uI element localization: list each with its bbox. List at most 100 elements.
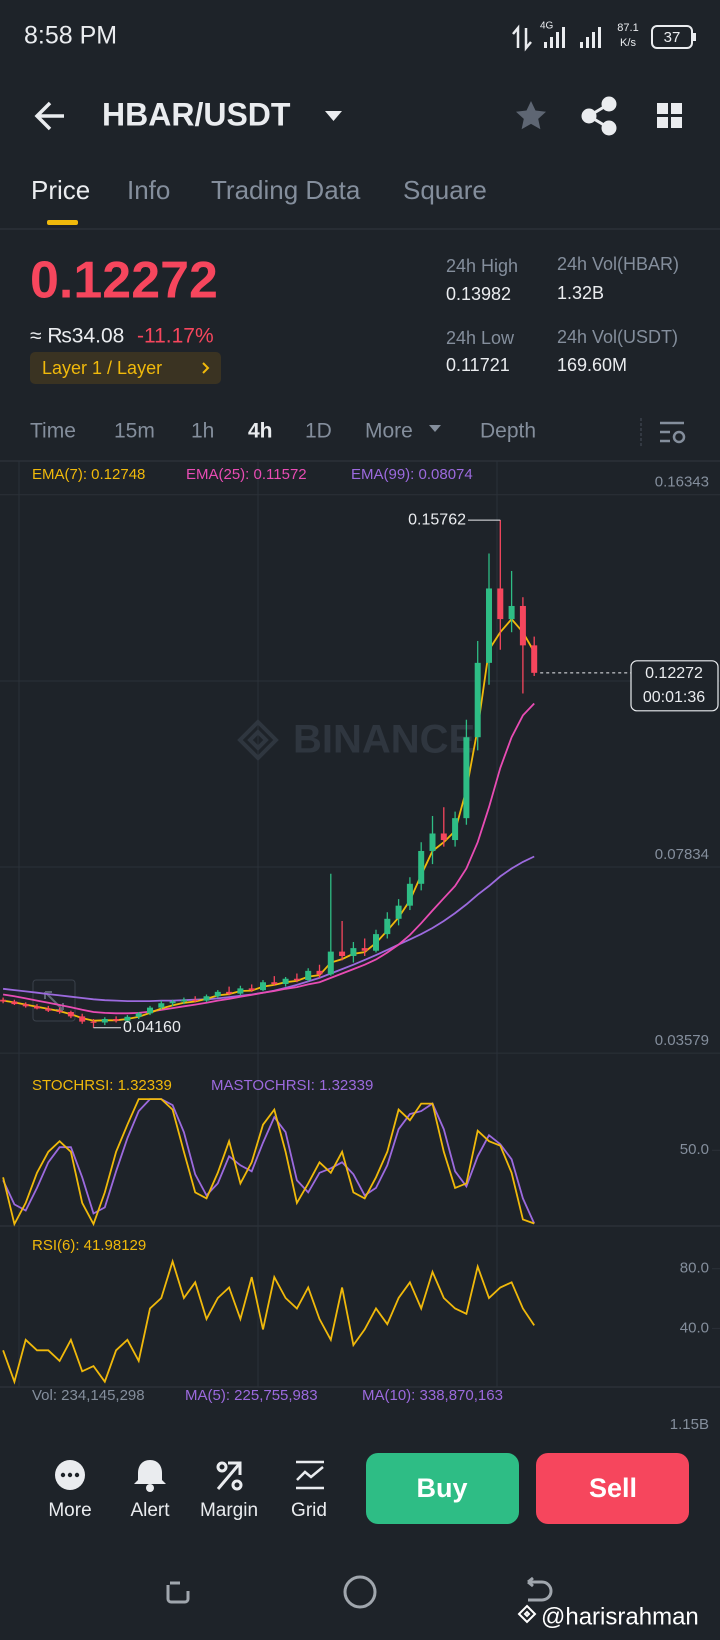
action-icons: [55, 1460, 324, 1492]
back-nav-button[interactable]: [527, 1576, 553, 1602]
candle-body: [373, 934, 379, 951]
ema-label: EMA(7): 0.12748: [32, 466, 145, 483]
candle-body: [248, 988, 255, 991]
watermark-logo: [517, 1604, 537, 1624]
candle-body: [226, 991, 233, 994]
rsi-line: [2, 1258, 535, 1385]
action-label[interactable]: More: [48, 1500, 91, 1521]
recents-button[interactable]: [166, 1581, 190, 1604]
chart-watermark: BINANCE: [293, 718, 475, 762]
sell-label: Sell: [589, 1473, 637, 1503]
countdown: 00:01:36: [643, 689, 705, 706]
candle-body: [113, 1018, 120, 1021]
candle-body: [474, 662, 481, 738]
pair-title[interactable]: HBAR/USDT: [102, 96, 291, 132]
current-price: 0.12272: [645, 665, 703, 682]
stochrsi-line: [2, 1098, 535, 1227]
action-label[interactable]: Alert: [130, 1500, 170, 1521]
interval[interactable]: 4h: [248, 420, 273, 443]
status-icons: [512, 24, 696, 52]
margin-icon[interactable]: [216, 1461, 243, 1491]
interval[interactable]: Depth: [480, 420, 536, 443]
candle-body: [124, 1016, 131, 1021]
candle-body: [531, 645, 538, 673]
more-dropdown[interactable]: [429, 425, 441, 432]
candle-body: [282, 978, 289, 984]
interval[interactable]: 1h: [191, 420, 214, 443]
candle-body: [508, 605, 515, 620]
candle-body: [214, 991, 221, 997]
candle-body: [418, 850, 425, 884]
chart-settings-icon[interactable]: [660, 421, 686, 444]
fiat-price: ≈ ₨34.08: [30, 325, 124, 348]
pair-dropdown[interactable]: [325, 111, 342, 121]
candle-body: [67, 1011, 74, 1017]
interval[interactable]: 15m: [114, 420, 155, 443]
y-tick-label: 80.0: [680, 1260, 709, 1277]
sell-button[interactable]: [536, 1453, 689, 1524]
system-nav: [166, 1575, 553, 1609]
candle-body: [34, 1006, 40, 1009]
stat-value: 0.11721: [446, 355, 510, 375]
last-price: 0.12272: [30, 252, 218, 310]
candle-body: [11, 1001, 18, 1005]
watermark-logo: [237, 719, 279, 761]
y-tick-label: 0.03579: [655, 1032, 709, 1049]
tag-badge[interactable]: [30, 352, 221, 384]
stat-label: 24h Vol(USDT): [557, 327, 678, 347]
candle-body: [79, 1016, 86, 1022]
y-tick-label: 0.16343: [655, 474, 709, 491]
price-change: -11.17%: [137, 325, 214, 348]
candle-body: [22, 1004, 29, 1007]
buy-label: Buy: [416, 1473, 467, 1503]
grid-icon[interactable]: [296, 1460, 324, 1490]
candle-body: [90, 1021, 97, 1023]
volume-ma-label: MA(10): 338,870,163: [362, 1387, 503, 1404]
y-tick-label: 40.0: [680, 1319, 709, 1336]
buy-button[interactable]: [366, 1453, 519, 1524]
stat-label: 24h High: [446, 256, 518, 276]
candle-body: [316, 970, 323, 975]
share-icon[interactable]: [581, 96, 617, 136]
layout-icon[interactable]: [657, 103, 682, 128]
interval[interactable]: Time: [30, 420, 76, 443]
action-label[interactable]: Grid: [291, 1500, 327, 1521]
back-button[interactable]: [34, 101, 64, 131]
active-tab-indicator: [47, 220, 78, 225]
stat-label: 24h Vol(HBAR): [557, 254, 679, 274]
candle-body: [158, 1003, 165, 1008]
tab[interactable]: Info: [127, 175, 170, 205]
tab[interactable]: Square: [403, 175, 487, 205]
status-time: 8:58 PM: [24, 22, 117, 50]
tab[interactable]: Trading Data: [211, 175, 361, 205]
candle-body: [463, 737, 470, 819]
candle-body: [452, 818, 459, 841]
stat-value: 169.60M: [557, 355, 627, 375]
action-label[interactable]: Margin: [200, 1500, 258, 1521]
ema-label: EMA(25): 0.11572: [186, 466, 307, 483]
home-button[interactable]: [343, 1575, 377, 1609]
net-speed-unit: K/s: [620, 37, 636, 49]
candle-body: [327, 951, 334, 975]
candle-body: [395, 905, 402, 919]
candle-body: [361, 948, 368, 951]
interval[interactable]: More: [365, 420, 413, 443]
favorite-icon[interactable]: [516, 101, 546, 130]
candle-body: [271, 982, 278, 984]
expand-icon: [44, 991, 64, 1011]
candle-body: [406, 883, 413, 906]
candle-body: [429, 833, 436, 851]
candle-body: [147, 1007, 153, 1014]
more-icon[interactable]: [55, 1460, 85, 1490]
tab[interactable]: Price: [31, 175, 90, 205]
ema-line: [2, 617, 535, 1022]
candle-body: [519, 605, 526, 646]
watermark: @harisrahman: [541, 1603, 699, 1630]
candle-body: [293, 978, 300, 981]
interval[interactable]: 1D: [305, 420, 332, 443]
volume-label: Vol: 234,145,298: [32, 1387, 145, 1404]
alert-icon[interactable]: [134, 1460, 166, 1492]
stat-label: 24h Low: [446, 328, 515, 348]
